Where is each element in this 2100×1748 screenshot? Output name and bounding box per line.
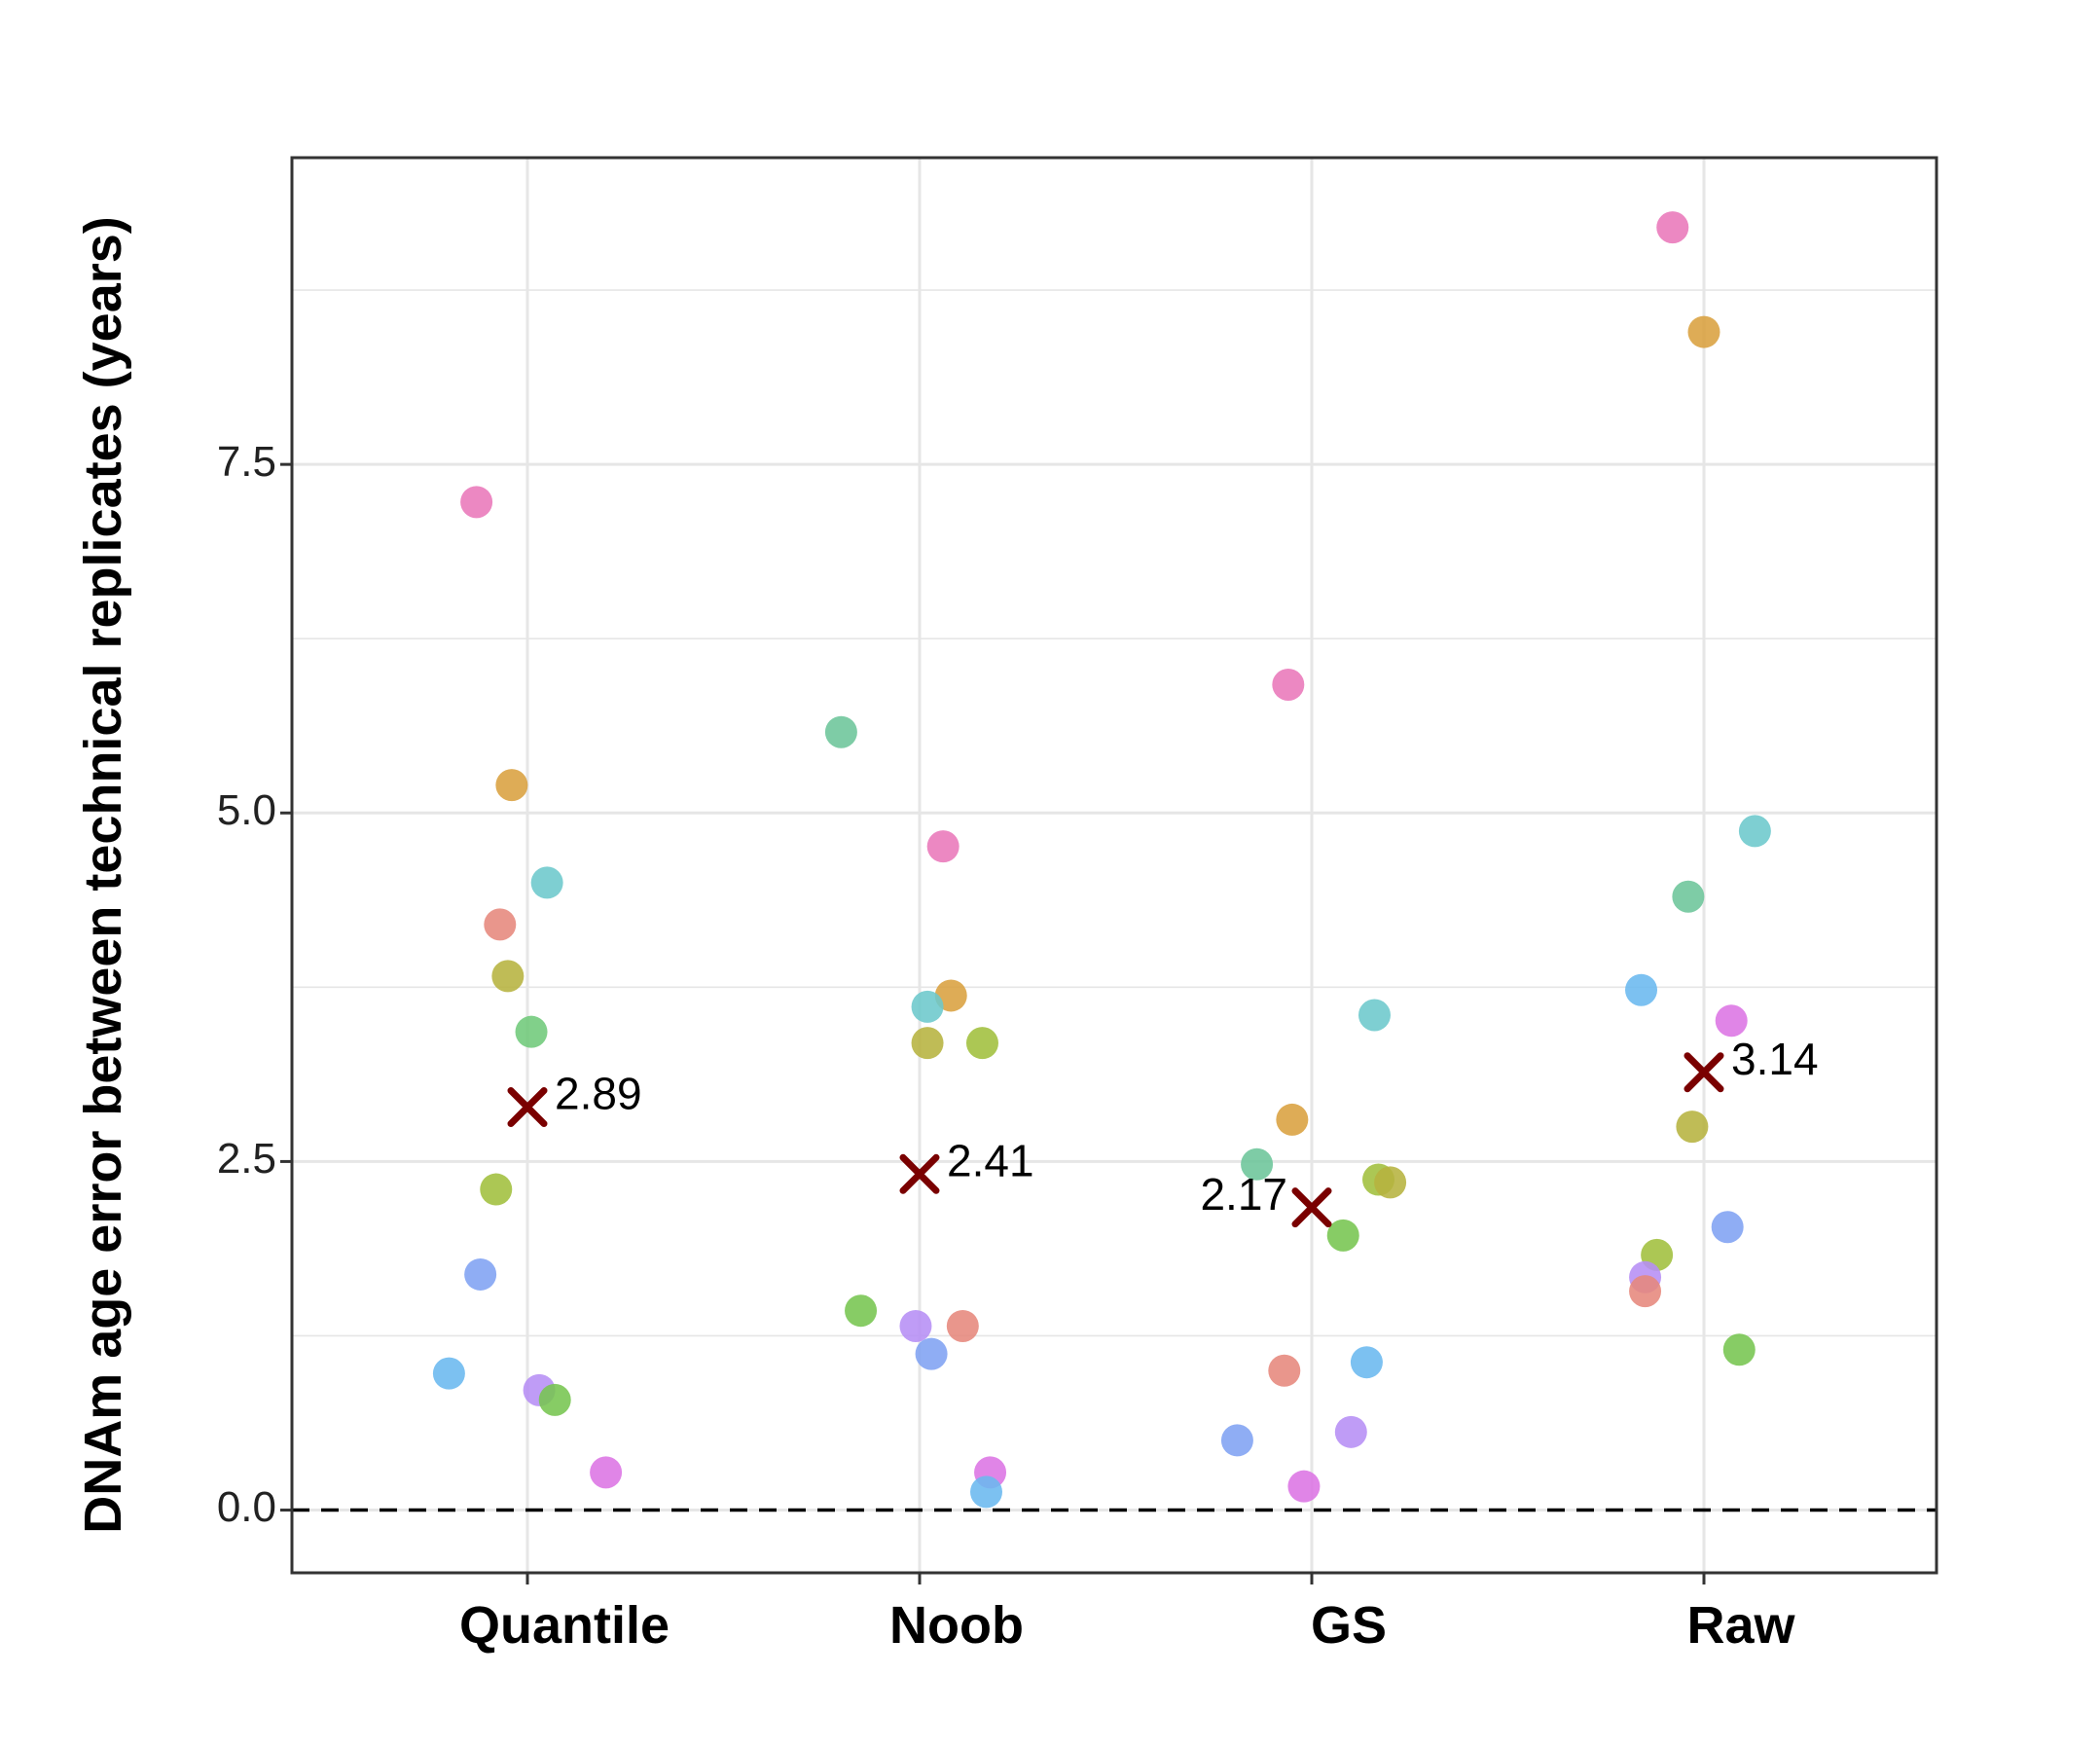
data-point [464, 1257, 497, 1291]
x-axis-ticks: Quantile Noob GS Raw [459, 1573, 1796, 1655]
y-axis-ticks: 0.0 2.5 5.0 7.5 [217, 438, 292, 1531]
data-point [911, 990, 944, 1023]
data-point [1656, 211, 1689, 244]
data-point [1241, 1147, 1274, 1181]
mean-cross-stroke [899, 1153, 940, 1194]
data-points [432, 211, 1771, 1509]
data-point [484, 908, 517, 941]
data-point [1715, 1004, 1748, 1038]
data-point [970, 1475, 1003, 1509]
data-point [1326, 1219, 1359, 1252]
x-tick-label-gs: GS [1311, 1596, 1387, 1655]
mean-cross-stroke [1291, 1187, 1332, 1228]
data-point [515, 1015, 548, 1048]
mean-label: 2.89 [555, 1069, 642, 1119]
mean-label: 2.17 [1200, 1169, 1287, 1220]
mean-markers: 2.89 2.41 2.17 3.14 [507, 1034, 1819, 1228]
data-point [1738, 815, 1771, 848]
mean-label: 2.41 [947, 1135, 1034, 1185]
y-tick-label: 7.5 [217, 438, 276, 486]
mean-cross-stroke [507, 1087, 548, 1128]
y-tick-label: 0.0 [217, 1483, 276, 1531]
data-point [1276, 1103, 1309, 1136]
plot-frame [290, 156, 1938, 1575]
data-point [965, 1027, 998, 1060]
data-point [1268, 1354, 1301, 1387]
data-point [1374, 1166, 1407, 1199]
data-point [590, 1456, 623, 1489]
data-point [1687, 315, 1720, 348]
data-point [1629, 1275, 1662, 1308]
mean-marker-noob: 2.41 [899, 1135, 1034, 1194]
mean-label: 3.14 [1731, 1034, 1819, 1084]
x-tick-label-raw: Raw [1686, 1596, 1795, 1655]
data-point [1676, 1111, 1709, 1144]
data-point [1711, 1211, 1744, 1244]
data-point [530, 866, 563, 899]
data-point [495, 769, 528, 802]
data-point [1287, 1470, 1321, 1503]
mean-marker-quantile: 2.89 [507, 1069, 642, 1128]
data-point [899, 1309, 932, 1342]
data-point [1672, 880, 1705, 913]
data-point [1625, 973, 1658, 1006]
data-point [491, 960, 525, 993]
data-point [911, 1027, 944, 1060]
mean-marker-gs: 2.17 [1200, 1169, 1332, 1228]
data-point [460, 486, 493, 519]
data-point [926, 830, 959, 863]
mean-marker-raw: 3.14 [1684, 1034, 1819, 1093]
data-point [1334, 1415, 1367, 1448]
data-point [432, 1357, 465, 1390]
y-tick-label: 5.0 [217, 786, 276, 834]
data-point [845, 1294, 878, 1328]
data-point [946, 1309, 979, 1342]
data-point [1358, 999, 1391, 1032]
data-point [824, 715, 857, 748]
y-tick-label: 2.5 [217, 1135, 276, 1183]
data-point [1220, 1424, 1253, 1457]
x-tick-label-noob: Noob [889, 1596, 1024, 1655]
mean-cross-stroke [1684, 1052, 1724, 1093]
data-point [1272, 668, 1305, 701]
data-point [915, 1337, 948, 1370]
data-point [538, 1383, 571, 1416]
data-point [480, 1173, 513, 1206]
y-axis-label: DNAm age error between technical replica… [74, 216, 132, 1534]
data-point [1722, 1333, 1756, 1366]
x-tick-label-quantile: Quantile [459, 1596, 670, 1655]
data-point [1350, 1346, 1383, 1379]
